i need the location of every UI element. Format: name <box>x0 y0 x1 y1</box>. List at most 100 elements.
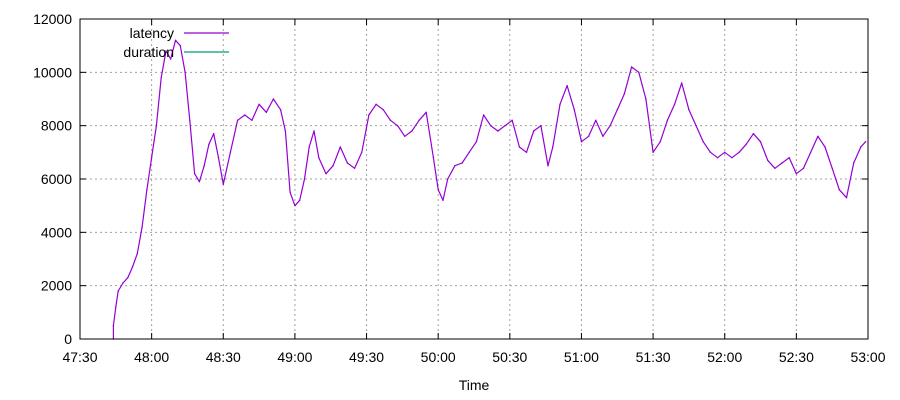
data-point-latency <box>279 109 282 111</box>
data-point-latency <box>774 167 776 169</box>
data-point-latency <box>853 162 855 164</box>
data-point-latency <box>788 157 790 159</box>
data-point-latency <box>609 125 611 127</box>
data-point-latency <box>346 162 349 164</box>
data-point-latency <box>368 114 370 116</box>
x-tick-label: 52:30 <box>779 349 814 365</box>
data-point-latency <box>831 167 833 169</box>
data-point-latency <box>165 50 167 52</box>
tick-layer: 47:30 48:00 48:30 49:00 49:30 50:00 50:30 51:00… <box>33 11 886 365</box>
data-point-latency <box>566 85 568 87</box>
data-point-latency <box>490 125 492 127</box>
data-point-latency <box>229 151 232 153</box>
data-point-latency <box>425 111 427 114</box>
data-point-latency <box>217 157 220 159</box>
data-point-latency <box>738 151 740 153</box>
series-line-latency <box>112 39 867 339</box>
data-point-latency <box>838 189 840 191</box>
data-point-latency <box>308 146 310 148</box>
data-point-latency <box>141 226 143 228</box>
data-point-latency <box>160 77 162 79</box>
data-point-latency <box>817 135 819 137</box>
y-tick-label: 8000 <box>41 118 72 134</box>
data-point-latency <box>193 173 196 175</box>
x-tick-label: 47:30 <box>62 349 97 365</box>
data-point-latency <box>824 146 826 148</box>
data-point-latency <box>418 119 420 122</box>
data-point-latency <box>638 71 640 74</box>
data-point-latency <box>482 114 485 116</box>
data-point-latency <box>659 141 661 143</box>
data-point-latency <box>265 111 267 114</box>
data-point-latency <box>396 125 399 127</box>
x-tick-label: 50:00 <box>421 349 456 365</box>
data-point-latency <box>468 151 470 153</box>
data-point-latency <box>299 199 301 201</box>
data-point-latency <box>325 173 327 175</box>
data-point-latency <box>673 103 676 106</box>
data-point-latency <box>353 167 356 169</box>
data-point-latency <box>454 165 456 167</box>
data-point-latency <box>802 167 805 169</box>
data-point-latency <box>595 119 597 122</box>
data-point-latency <box>447 178 449 180</box>
x-tick-label: 48:00 <box>134 349 169 365</box>
data-point-latency <box>695 125 697 127</box>
x-tick-label: 51:30 <box>636 349 671 365</box>
data-point-latency <box>272 98 275 100</box>
data-point-latency <box>184 71 186 74</box>
data-point-latency <box>745 143 747 145</box>
x-tick-label: 50:30 <box>492 349 527 365</box>
y-tick-label: 4000 <box>41 224 72 240</box>
x-axis-title: Time <box>459 377 490 393</box>
grid-layer <box>80 19 868 339</box>
x-tick-label: 53:00 <box>850 349 885 365</box>
data-point-latency <box>666 119 669 122</box>
data-point-latency <box>155 125 158 127</box>
data-point-latency <box>602 135 604 137</box>
data-point-latency <box>258 103 260 106</box>
data-point-latency <box>652 151 654 153</box>
data-point-latency <box>136 253 138 255</box>
data-point-latency <box>731 157 733 159</box>
x-tick-label: 49:30 <box>349 349 384 365</box>
data-point-latency <box>411 130 413 132</box>
y-tick-label: 10000 <box>33 64 72 80</box>
data-point-latency <box>511 119 513 122</box>
data-point-latency <box>389 119 392 122</box>
data-point-latency <box>795 173 798 175</box>
data-point-latency <box>781 162 783 164</box>
data-point-latency <box>375 103 377 106</box>
data-point-latency <box>709 151 712 153</box>
data-point-latency <box>127 277 129 279</box>
data-point-latency <box>587 135 590 137</box>
data-point-latency <box>244 114 246 116</box>
data-point-latency <box>860 146 862 148</box>
data-point-latency <box>518 146 521 148</box>
data-point-latency <box>236 119 239 122</box>
data-point-latency <box>437 189 439 191</box>
data-point-latency <box>752 133 755 135</box>
data-point-latency <box>547 165 549 167</box>
data-point-latency <box>442 199 444 201</box>
y-tick-label: 6000 <box>41 171 72 187</box>
data-point-latency <box>213 133 215 135</box>
data-point-latency <box>313 130 315 132</box>
data-point-latency <box>504 125 506 127</box>
data-point-latency <box>170 58 172 60</box>
x-tick-label: 49:00 <box>277 349 312 365</box>
data-point-latency <box>475 141 478 143</box>
data-point-latency <box>767 159 769 161</box>
data-point-latency <box>497 130 499 132</box>
data-point-latency <box>716 157 719 159</box>
data-point-latency <box>540 125 542 127</box>
data-point-latency <box>208 143 210 145</box>
data-point-latency <box>810 151 812 153</box>
data-point-latency <box>198 181 201 183</box>
data-point-latency <box>222 183 224 185</box>
data-point-latency <box>864 141 867 143</box>
data-point-latency <box>525 151 528 153</box>
data-point-latency <box>112 325 115 327</box>
data-point-latency <box>174 39 177 41</box>
